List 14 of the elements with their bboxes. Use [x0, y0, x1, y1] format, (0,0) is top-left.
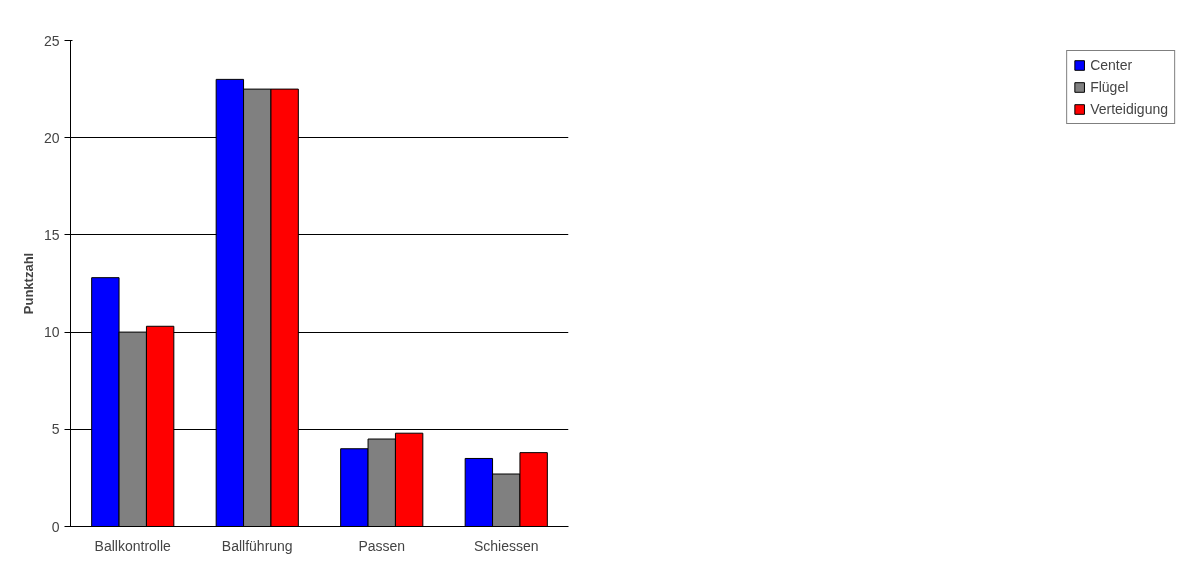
y-tick-label: 0 [51, 518, 60, 535]
legend-label: Verteidigung [1090, 101, 1168, 117]
x-tick-label: Ballkontrolle [94, 537, 172, 554]
y-axis-title: Punktzahl [20, 252, 36, 315]
legend-label: Flügel [1090, 79, 1129, 95]
x-tick-label: Schiessen [473, 537, 539, 554]
x-tick-label: Passen [358, 537, 406, 554]
y-tick-label: 25 [43, 32, 60, 49]
legend-label: Center [1090, 57, 1133, 73]
y-tick-label: 10 [43, 324, 60, 341]
x-tick-label: Ballführung [221, 537, 293, 554]
y-tick-label: 5 [51, 421, 60, 438]
y-tick-label: 20 [43, 129, 60, 146]
y-tick-label: 15 [43, 226, 60, 243]
